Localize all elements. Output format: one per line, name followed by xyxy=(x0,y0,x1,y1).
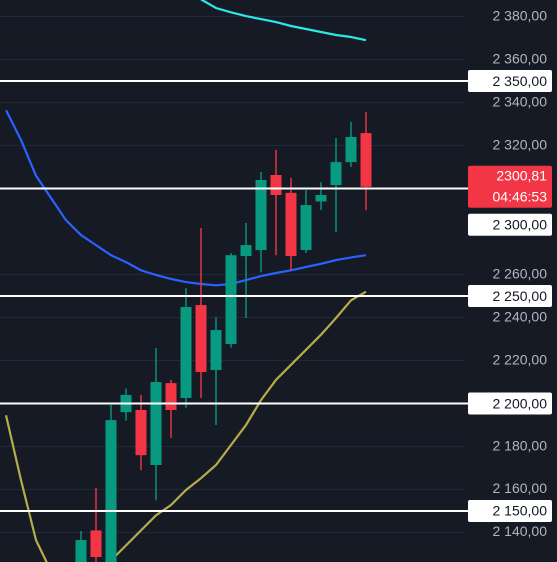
levels: 2 350,00 2 300,00 2 250,00 2 200,00 2 150,00… xyxy=(0,70,552,523)
moving-average-line xyxy=(5,109,367,287)
candle-body xyxy=(240,245,252,257)
candle-body xyxy=(135,409,147,456)
candle-body xyxy=(195,305,207,372)
price-axis: 2 380,00 2 360,00 2 340,00 2 320,00 2 260,00… xyxy=(493,7,548,539)
candle-body xyxy=(180,307,192,398)
candle-body xyxy=(210,330,222,371)
y-tick-label: 2 160,00 xyxy=(493,480,548,496)
candle-body xyxy=(105,420,117,562)
candle-body xyxy=(75,540,87,562)
level-label-box xyxy=(468,500,552,523)
y-tick-label: 2 180,00 xyxy=(493,437,548,453)
y-tick-label: 2 380,00 xyxy=(493,7,548,23)
candle-body xyxy=(315,195,327,202)
y-tick-label: 2 220,00 xyxy=(493,351,548,367)
level-label: 2 350,00 xyxy=(493,73,548,89)
y-tick-label: 2 340,00 xyxy=(493,93,548,109)
moving-average-line xyxy=(200,0,367,42)
candle-body xyxy=(150,382,162,466)
y-tick-label: 2 360,00 xyxy=(493,50,548,66)
last-price-box xyxy=(468,165,552,208)
y-tick-label: 2 260,00 xyxy=(493,265,548,281)
level-label: 2 200,00 xyxy=(493,395,548,411)
moving-average-line xyxy=(4,290,367,562)
level-label: 2 250,00 xyxy=(493,288,548,304)
y-tick-label: 2 240,00 xyxy=(493,308,548,324)
level-label-box xyxy=(468,70,552,93)
candle-body xyxy=(225,255,237,344)
level-label-box xyxy=(468,213,552,236)
candle-body xyxy=(300,205,312,251)
countdown-label: 04:46:53 xyxy=(493,189,548,205)
y-tick-label: 2 140,00 xyxy=(493,523,548,539)
level-label: 2 300,00 xyxy=(493,217,548,233)
candle-body xyxy=(360,133,372,187)
candle-body xyxy=(90,530,102,558)
candle-body xyxy=(285,192,297,257)
candle-body xyxy=(330,162,342,186)
plot-area xyxy=(4,0,372,562)
candle-body xyxy=(165,383,177,410)
candle-body xyxy=(345,136,357,163)
level-label-box xyxy=(468,285,552,308)
last-price-label: 2300,81 xyxy=(496,168,547,184)
level-label: 2 150,00 xyxy=(493,503,548,519)
candle-body xyxy=(255,179,267,251)
y-tick-label: 2 320,00 xyxy=(493,136,548,152)
level-label-box xyxy=(468,392,552,415)
candle-body xyxy=(270,175,282,196)
